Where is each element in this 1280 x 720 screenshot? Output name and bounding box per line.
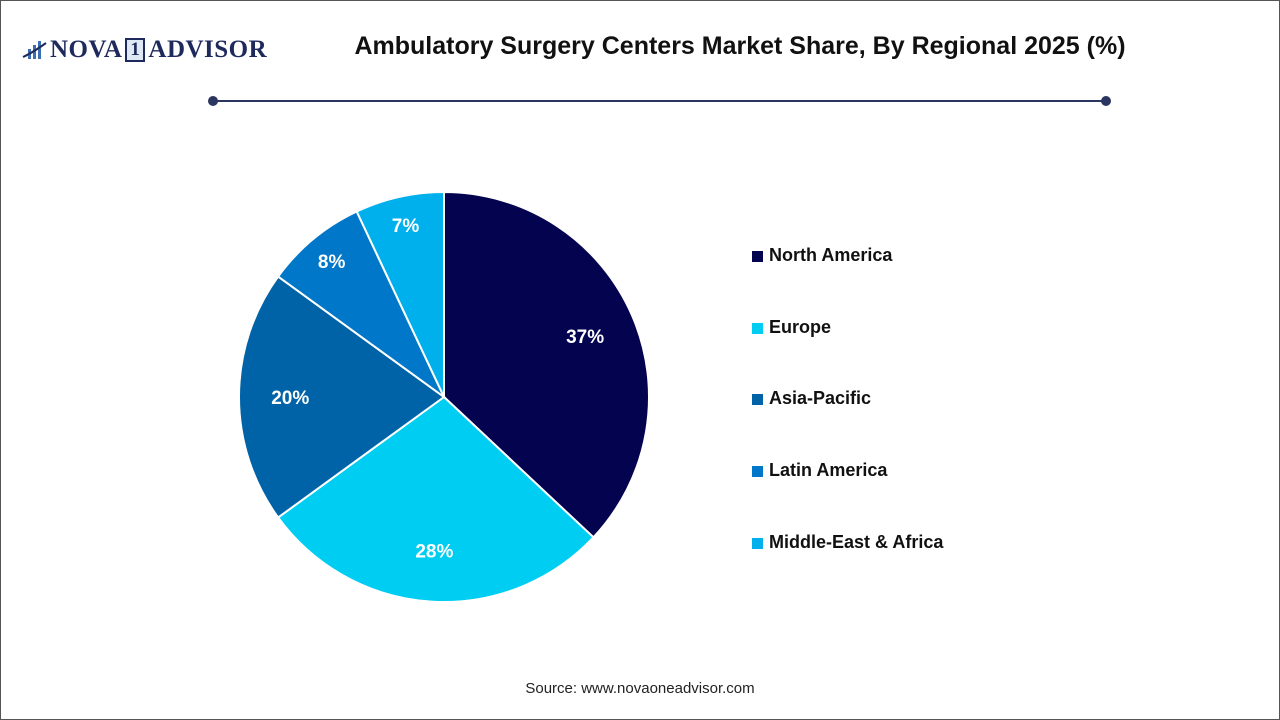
legend-swatch xyxy=(752,394,763,406)
pie-slice-europe xyxy=(276,395,595,603)
pie-slice-asia-pacific xyxy=(238,275,446,519)
legend-label: Middle-East & Africa xyxy=(769,531,944,552)
legend-label: North America xyxy=(769,245,893,265)
legend-item: North America xyxy=(752,245,943,317)
legend-swatch xyxy=(752,466,763,478)
legend-swatch xyxy=(752,251,763,262)
legend-label: Asia-Pacific xyxy=(769,388,872,409)
pie-slice-north-america xyxy=(443,190,650,539)
data-label: 8% xyxy=(318,252,346,273)
legend-swatch xyxy=(752,322,763,334)
chart-title: Ambulatory Surgery Centers Market Share,… xyxy=(354,32,1126,60)
data-label: 20% xyxy=(271,388,309,409)
legend: North America Europe Asia-Pacific Latin Ame… xyxy=(752,245,943,603)
data-label: 37% xyxy=(566,327,604,348)
legend-item: Europe xyxy=(752,317,943,389)
data-label: 28% xyxy=(415,541,453,562)
divider-dot-left xyxy=(208,96,218,106)
divider-dot-right xyxy=(1101,96,1111,106)
source-note: Source: www.novaoneadvisor.com xyxy=(525,680,755,697)
logo: NOVA 1 ADVISOR xyxy=(22,36,267,64)
legend-label: Latin America xyxy=(769,460,888,481)
pie-slice-middle-east-africa xyxy=(355,190,445,398)
data-label: 7% xyxy=(392,216,420,237)
legend-item: Asia-Pacific xyxy=(752,388,943,460)
chart-bars-logo-icon xyxy=(22,41,47,59)
legend-item: Middle-East & Africa xyxy=(752,532,943,604)
legend-item: Latin America xyxy=(752,460,943,532)
legend-swatch xyxy=(752,537,763,549)
pie-slice-latin-america xyxy=(276,210,445,398)
title-divider xyxy=(213,100,1106,102)
legend-label: Europe xyxy=(769,316,832,337)
